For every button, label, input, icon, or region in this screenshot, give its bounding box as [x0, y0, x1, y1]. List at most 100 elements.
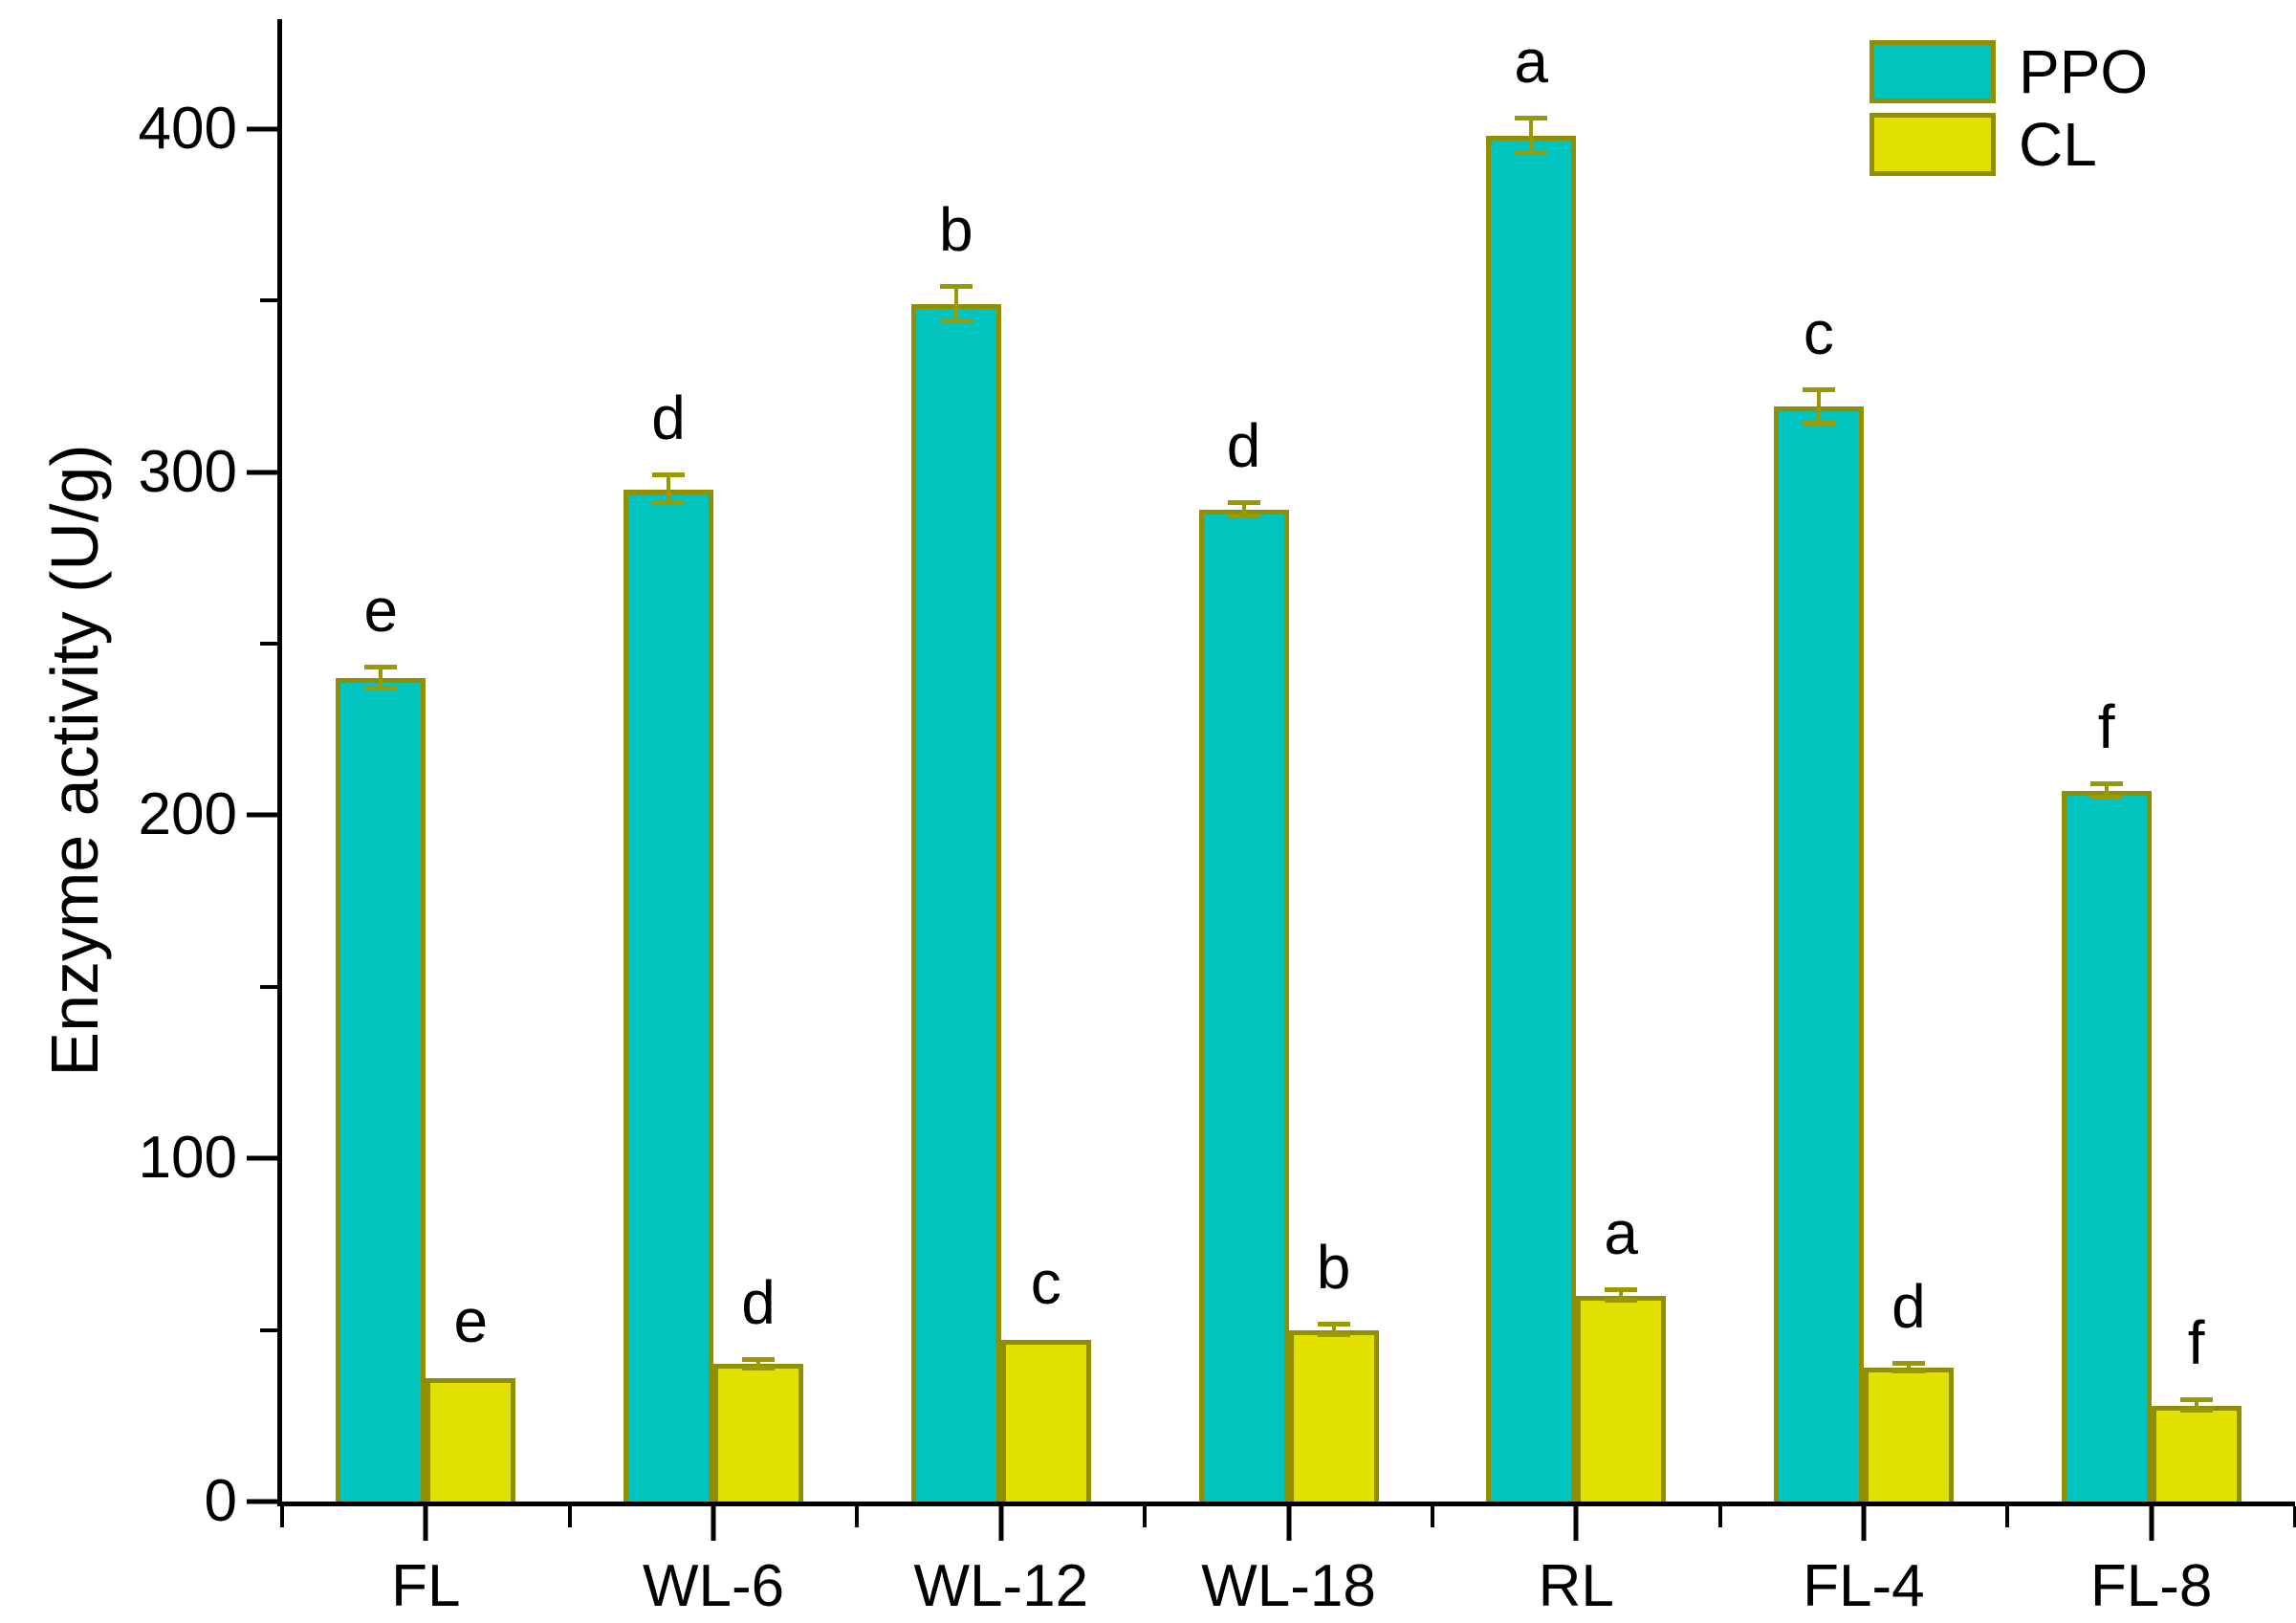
error-bar-cap-top: [1227, 499, 1260, 505]
error-bar-cap-bottom: [652, 499, 686, 505]
error-bar-cap-bottom: [1891, 1369, 1925, 1374]
legend: PPO CL: [1870, 40, 2148, 176]
x-axis-major-tick: [1286, 1506, 1291, 1541]
significance-letter: a: [1604, 1198, 1638, 1268]
y-axis-title: Enzyme activity (U/g): [37, 444, 112, 1077]
y-axis-minor-tick: [260, 1327, 277, 1332]
x-category-label: FL: [391, 1553, 461, 1619]
bar-cl-WL-18: [1288, 1329, 1379, 1502]
x-axis-minor-tick: [2293, 1506, 2296, 1527]
x-axis-minor-tick: [1430, 1506, 1434, 1527]
error-bar-cap-bottom: [1605, 1298, 1638, 1304]
error-bar-cap-top: [939, 283, 973, 289]
y-axis-tick-label: 200: [138, 781, 237, 848]
error-bar-cap-bottom: [2179, 1407, 2213, 1413]
bar-cl-FL: [426, 1377, 516, 1502]
plot-area: 0 100 200 300 400 FL WL-6 WL-12 WL-18 RL FL-4 FL-8 e…: [139, 19, 2296, 1616]
significance-letter: d: [651, 384, 686, 453]
error-bar-cap-top: [1317, 1322, 1350, 1327]
significance-letter: e: [453, 1285, 489, 1355]
x-axis-major-tick: [998, 1506, 1004, 1541]
error-bar-line: [1331, 1325, 1336, 1335]
x-category-label: RL: [1538, 1553, 1614, 1619]
error-bar-cap-bottom: [1802, 421, 1835, 427]
error-bar-cap-top: [2179, 1397, 2213, 1403]
significance-letter: c: [1030, 1248, 1061, 1318]
x-category-label: FL-8: [2089, 1553, 2213, 1619]
y-axis-major-tick: [247, 1155, 277, 1161]
bar-ppo-FL-8: [2061, 791, 2152, 1502]
error-bar-line: [1816, 389, 1821, 425]
error-bar-line: [1529, 119, 1534, 153]
x-axis-major-tick: [1573, 1506, 1579, 1541]
error-bar-line: [2194, 1400, 2198, 1411]
error-bar-cap-bottom: [2089, 795, 2123, 801]
x-axis-major-tick: [1861, 1506, 1867, 1541]
x-axis-minor-tick: [567, 1506, 572, 1527]
error-bar-cap-top: [652, 472, 686, 478]
error-bar-cap-bottom: [1515, 149, 1548, 155]
legend-item-ppo: PPO: [1870, 40, 2148, 103]
significance-letter: c: [1803, 297, 1834, 367]
significance-letter: e: [363, 576, 399, 646]
legend-swatch-cl-icon: [1870, 113, 1996, 176]
x-axis-minor-tick: [855, 1506, 860, 1527]
bar-ppo-WL-6: [623, 489, 714, 1502]
legend-label-ppo: PPO: [2019, 37, 2149, 106]
y-axis-minor-tick: [260, 298, 277, 303]
bar-cl-WL-12: [1000, 1340, 1091, 1502]
bar-ppo-FL: [336, 677, 426, 1502]
error-bar-line: [2104, 784, 2109, 799]
bar-ppo-WL-12: [910, 303, 1001, 1502]
error-bar-cap-bottom: [1227, 514, 1260, 519]
y-axis-tick-label: 300: [138, 438, 237, 505]
x-category-label: WL-12: [913, 1553, 1089, 1619]
error-bar-cap-bottom: [1317, 1331, 1350, 1337]
x-category-label: WL-6: [642, 1553, 785, 1619]
error-bar-line: [379, 668, 383, 689]
bar-cl-FL-8: [2151, 1405, 2241, 1502]
error-bar-line: [1619, 1290, 1624, 1302]
error-bar-cap-top: [1605, 1287, 1638, 1293]
error-bar-cap-top: [1891, 1360, 1925, 1366]
error-bar-cap-bottom: [742, 1365, 776, 1371]
significance-letter: d: [1226, 410, 1261, 480]
error-bar-line: [667, 475, 671, 503]
x-axis-minor-tick: [2005, 1506, 2010, 1527]
error-bar-cap-top: [1802, 386, 1835, 392]
x-axis-minor-tick: [1717, 1506, 1722, 1527]
significance-letter: b: [938, 194, 973, 264]
significance-letter: d: [741, 1268, 776, 1338]
x-axis-major-tick: [2149, 1506, 2154, 1541]
y-axis-major-tick: [247, 470, 277, 475]
error-bar-cap-top: [742, 1357, 776, 1363]
x-axis-major-tick: [711, 1506, 716, 1541]
bar-cl-WL-6: [713, 1364, 804, 1502]
significance-letter: f: [2187, 1308, 2205, 1378]
x-category-label: FL-4: [1803, 1553, 1925, 1619]
significance-letter: b: [1316, 1233, 1351, 1303]
significance-letter: a: [1514, 27, 1548, 97]
y-axis-major-tick: [247, 812, 277, 818]
significance-letter: f: [2097, 692, 2115, 762]
y-axis-tick-label: 400: [138, 95, 237, 162]
error-bar-cap-top: [2089, 781, 2123, 787]
error-bar-cap-top: [364, 665, 398, 670]
error-bar-cap-bottom: [939, 318, 973, 323]
bar-ppo-FL-4: [1773, 406, 1864, 1502]
significance-letter: d: [1891, 1271, 1926, 1341]
error-bar-cap-top: [1515, 116, 1548, 121]
error-bar-cap-bottom: [364, 685, 398, 691]
y-axis-minor-tick: [260, 984, 277, 989]
error-bar-line: [756, 1360, 761, 1369]
error-bar-line: [953, 286, 958, 321]
bar-cl-FL-4: [1863, 1368, 1954, 1502]
error-bar-line: [1906, 1363, 1911, 1372]
bar-cl-RL: [1576, 1295, 1667, 1502]
y-axis-tick-label: 0: [204, 1468, 237, 1534]
legend-item-cl: CL: [1870, 113, 2148, 176]
y-axis-major-tick: [247, 1499, 277, 1504]
y-axis-tick-label: 100: [138, 1125, 237, 1192]
bar-ppo-WL-18: [1198, 510, 1289, 1502]
